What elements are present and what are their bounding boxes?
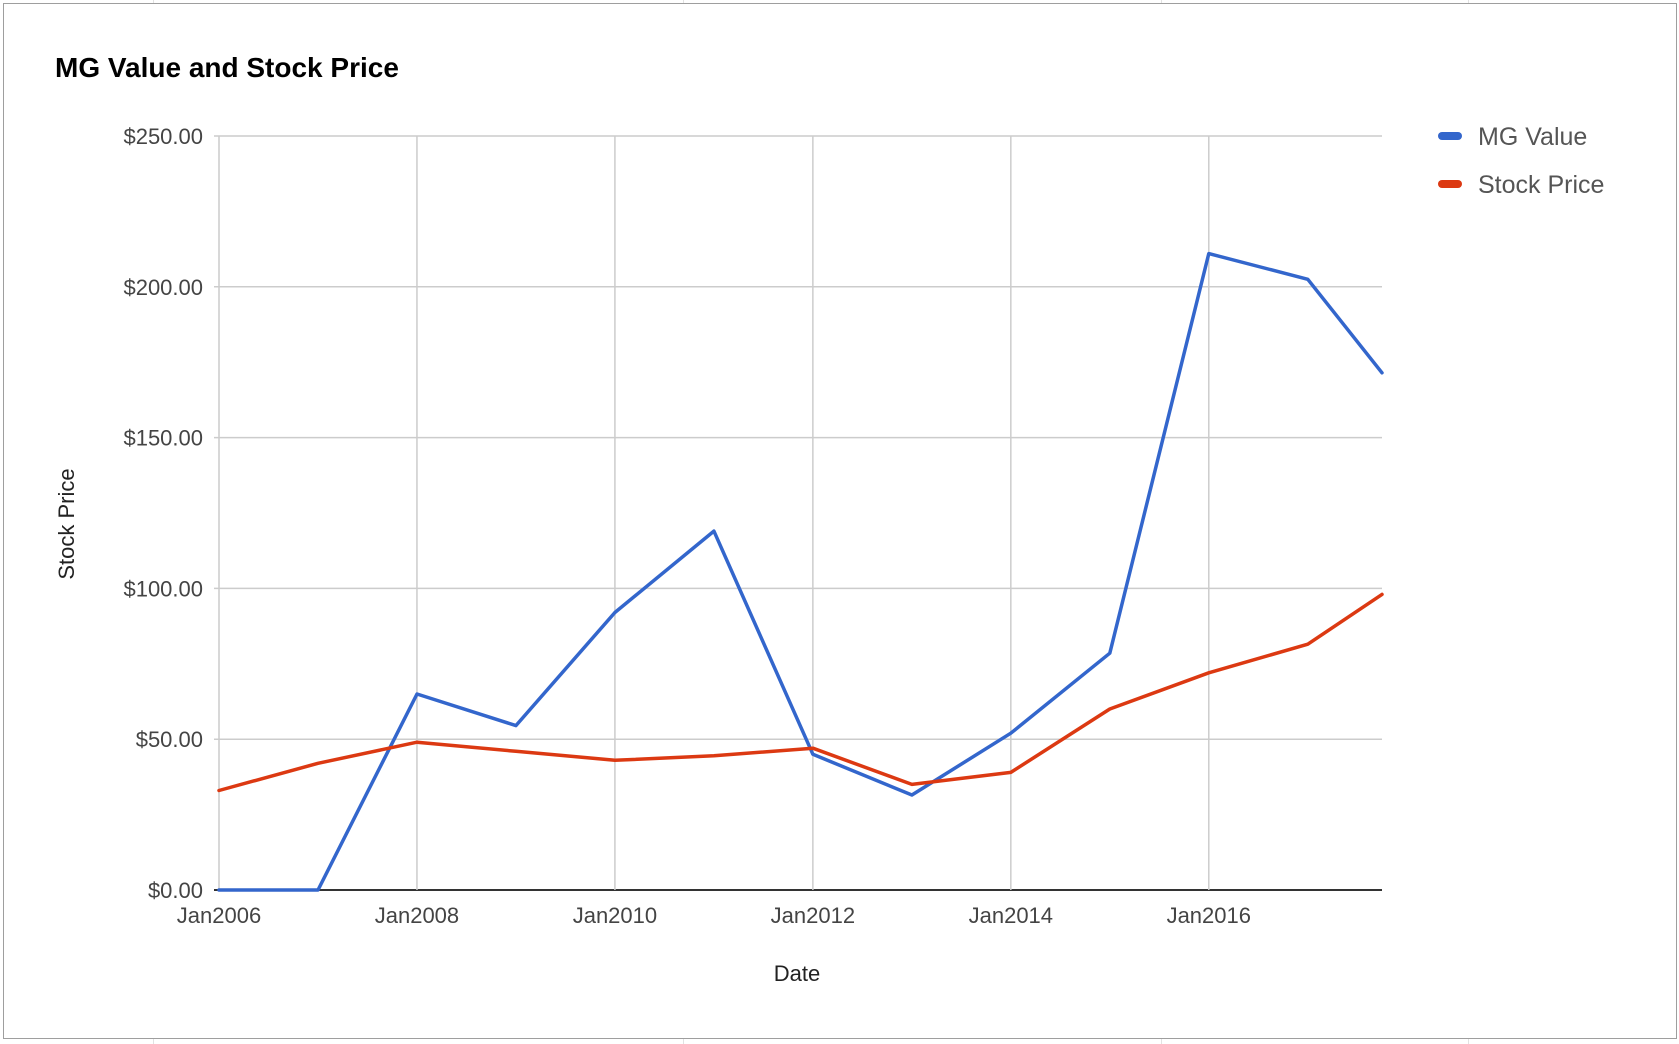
series-lines [217,251,1384,892]
y-tick-label: $200.00 [123,275,203,300]
legend: MG Value Stock Price [1438,123,1604,199]
legend-label[interactable]: Stock Price [1478,171,1604,199]
x-tick-label: Jan2008 [375,903,459,928]
y-tick-label: $50.00 [136,727,203,752]
y-tick-label: $250.00 [123,124,203,149]
x-tick-label: Jan2012 [771,903,855,928]
x-tick-label: Jan2016 [1167,903,1251,928]
series-line-mg-value[interactable] [217,251,1384,892]
x-gridlines [218,136,1210,890]
x-axis-ticks: Jan2006 Jan2008 Jan2010 Jan2012 Jan2014 Jan20… [177,903,1251,928]
y-tick-label: $0.00 [148,878,203,903]
series-line-stock-price[interactable] [217,592,1384,793]
y-axis-ticks: $0.00 $50.00 $100.00 $150.00 $200.00 $250.00 [123,124,203,903]
chart-container[interactable] [3,3,1677,1039]
x-tick-label: Jan2006 [177,903,261,928]
x-axis-title: Date [774,961,820,986]
y-tick-label: $150.00 [123,426,203,451]
y-tick-label: $100.00 [123,576,203,601]
chart-title: MG Value and Stock Price [55,52,399,83]
y-axis-title: Stock Price [54,468,79,579]
x-tick-label: Jan2014 [969,903,1053,928]
y-gridlines [214,135,1382,891]
x-tick-label: Jan2010 [573,903,657,928]
legend-label[interactable]: MG Value [1478,123,1587,151]
